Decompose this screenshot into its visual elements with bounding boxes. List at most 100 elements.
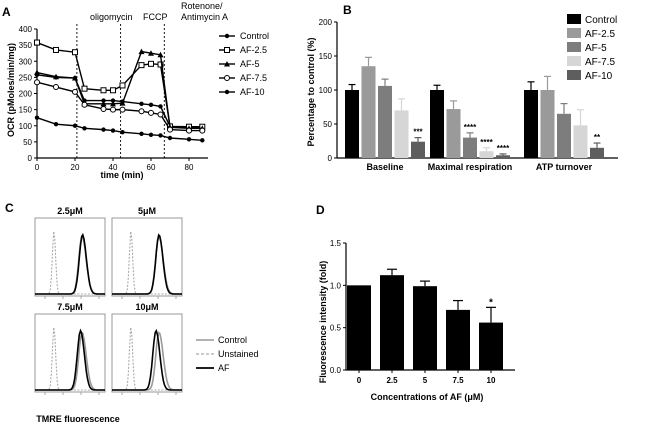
legend-label: AF-2.5 [585,29,615,40]
y-tick-label: 400 [19,25,33,34]
y-tick-label: 50 [23,138,32,147]
y-tick-label: 0.5 [330,324,342,333]
chart-d-plot: 0.0 0.5 1.0 1.5 0 2.5 5 7.5 10 * [330,239,515,385]
x-tick-label: 0 [35,163,40,172]
legend-label: AF-2.5 [240,45,267,55]
data-point [148,132,154,137]
y-tick-label: 150 [319,52,333,61]
data-point [157,111,164,118]
data-point [138,48,145,55]
series-line [36,50,203,130]
legend-swatch [567,70,581,80]
panel-b-ylabel: Percentage to control (%) [306,37,316,146]
panel-c: C 2.5μM 5μM 7.5μM 10μM TMRE fluorescence Co… [5,201,259,424]
significance-label: **** [480,138,493,147]
significance-label: **** [464,123,477,132]
data-point [101,127,106,132]
data-point [186,137,192,142]
data-point [110,100,116,107]
data-point [199,127,206,134]
bar [413,286,437,370]
category-label: Baseline [366,162,403,172]
y-tick-label: 0.0 [330,366,342,375]
data-point [81,85,88,92]
legend-marker [224,47,230,53]
data-point [53,84,59,91]
panel-c-letter: C [5,201,14,215]
bar [573,125,588,158]
legend-label: AF-5 [240,59,260,69]
x-tick-label: 5 [423,376,428,385]
series-line [36,117,203,141]
legend-label: AF-10 [240,87,265,97]
bar [411,141,425,158]
bar [380,275,404,370]
y-tick-label: 100 [19,122,33,131]
data-point [34,69,40,76]
legend-marker [224,61,230,67]
data-point [139,131,144,137]
legend-swatch [567,28,581,38]
histogram-frame [111,313,183,393]
data-point [101,98,106,103]
panel-b: B Percentage to control (%) 0 50 100 150 200… [306,3,618,172]
data-point [120,130,125,135]
legend-label: Unstained [218,349,259,359]
data-point [119,100,126,106]
y-tick-label: 250 [19,73,33,82]
data-point [139,101,144,107]
data-point [53,46,59,53]
data-point [157,51,164,58]
data-point [110,98,116,103]
legend-marker [224,75,230,81]
legend-label: Control [218,335,247,345]
bar [479,151,494,158]
data-point [34,79,40,86]
chart-a-legend: Control AF-2.5 AF-5 AF-7.5 AF-10 [219,31,269,97]
annotation-rotenone-line2: Antimycin A [181,12,228,22]
bar [463,137,477,158]
data-point [72,123,78,128]
bar [540,90,555,158]
histogram-af [35,328,105,391]
y-tick-label: 100 [319,86,333,95]
data-point [100,105,107,112]
bar [347,285,371,370]
legend-swatch [567,14,581,24]
data-point [200,138,205,143]
bar [557,113,571,158]
series-line [36,81,203,132]
data-point [167,135,173,141]
panel-c-legend: Control Unstained AF [196,335,259,373]
legend-label: Control [585,15,617,26]
flow-histograms: 2.5μM 5μM 7.5μM 10μM [34,206,183,395]
x-tick-label: 0 [357,376,362,385]
data-point [72,75,78,81]
bar [446,309,470,370]
data-point [138,108,145,115]
data-point [100,100,107,107]
annotation-oligomycin: oligomycin [90,12,133,22]
data-point [53,73,59,80]
x-tick-label: 20 [71,163,80,172]
bar [496,155,510,158]
data-point [186,127,192,134]
bar [345,90,359,158]
histogram-title: 5μM [138,206,156,216]
data-point [158,133,163,138]
panel-b-letter: B [343,3,352,17]
y-tick-label: 200 [19,90,33,99]
significance-label: **** [497,144,510,153]
histogram-title: 7.5μM [57,302,83,312]
bar [446,109,461,158]
data-point [72,88,78,95]
y-tick-label: 1.5 [330,239,342,248]
histogram-frame [34,217,106,297]
legend-label: AF [218,363,230,373]
data-point [81,101,88,108]
data-point [167,126,173,133]
data-point [110,128,116,133]
histogram-frame [34,313,106,393]
data-point [148,109,154,116]
